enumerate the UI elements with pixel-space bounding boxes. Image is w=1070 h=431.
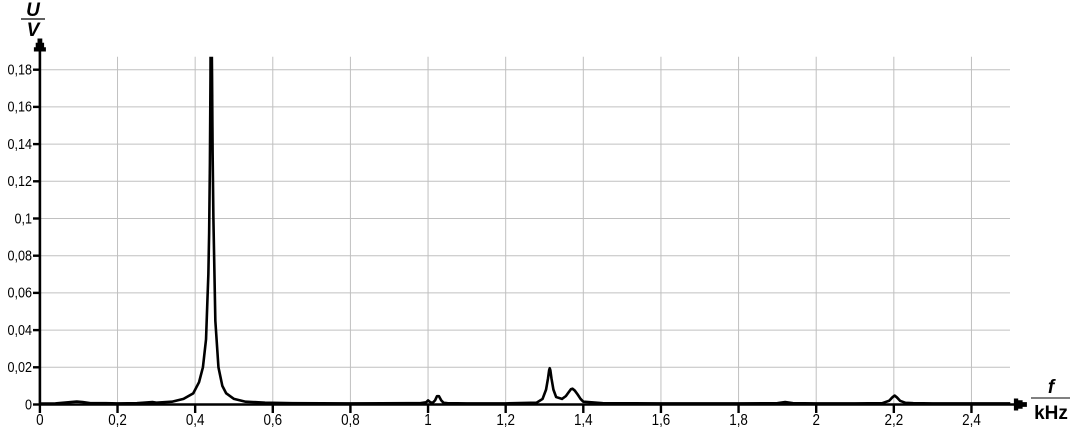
svg-text:f: f: [1048, 377, 1056, 398]
svg-text:0,08: 0,08: [7, 246, 32, 263]
svg-text:0,14: 0,14: [7, 135, 32, 152]
svg-text:1: 1: [424, 412, 431, 429]
svg-text:0,8: 0,8: [341, 412, 360, 429]
svg-text:kHz: kHz: [1034, 403, 1068, 424]
svg-text:0,4: 0,4: [186, 412, 205, 429]
svg-text:0,16: 0,16: [7, 98, 32, 115]
svg-text:0,6: 0,6: [263, 412, 282, 429]
svg-text:0,02: 0,02: [7, 358, 32, 375]
svg-text:0,06: 0,06: [7, 284, 32, 301]
svg-text:0,18: 0,18: [7, 60, 32, 77]
svg-text:1,8: 1,8: [729, 412, 748, 429]
svg-text:2: 2: [812, 412, 819, 429]
svg-text:1,6: 1,6: [652, 412, 671, 429]
svg-text:1,4: 1,4: [574, 412, 593, 429]
svg-text:2,2: 2,2: [884, 412, 903, 429]
svg-text:0,1: 0,1: [14, 209, 32, 226]
svg-text:0,12: 0,12: [7, 172, 32, 189]
svg-text:0,04: 0,04: [7, 321, 32, 338]
svg-text:1,2: 1,2: [496, 412, 515, 429]
svg-text:U: U: [26, 0, 41, 21]
svg-text:V: V: [27, 20, 41, 41]
svg-text:0: 0: [25, 395, 32, 412]
svg-text:0: 0: [36, 412, 43, 429]
svg-text:0,2: 0,2: [108, 412, 127, 429]
svg-text:2,4: 2,4: [962, 412, 981, 429]
